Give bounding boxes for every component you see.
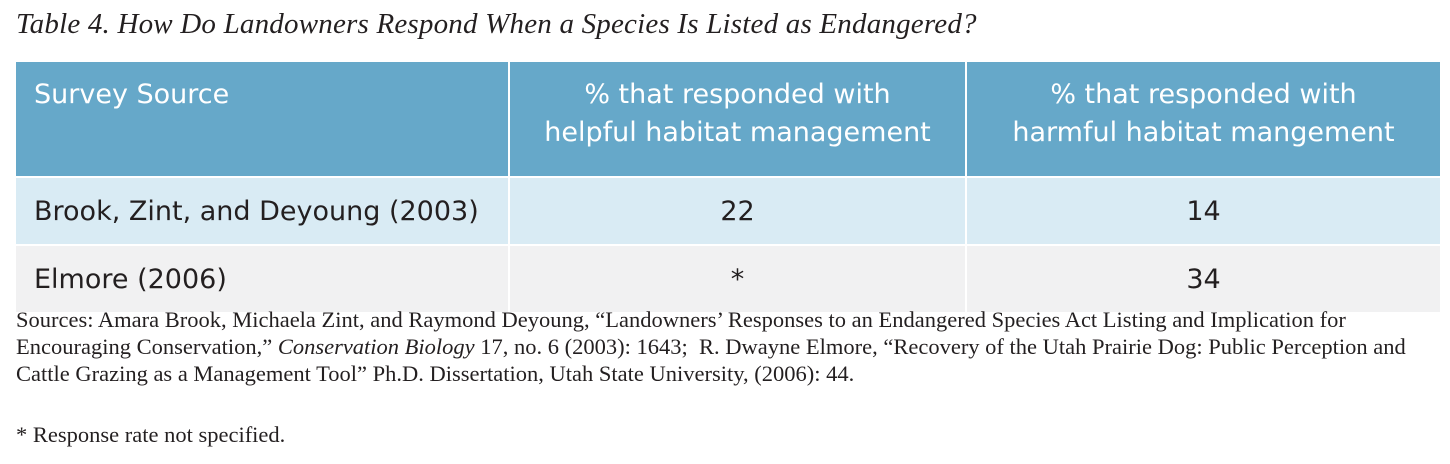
header-survey-source: Survey Source <box>16 62 510 177</box>
cell-harmful-percent: 14 <box>966 176 1440 245</box>
survey-table: Survey Source % that responded with help… <box>16 62 1440 312</box>
header-harmful-line-2: harmful habitat mangement <box>1012 117 1395 148</box>
header-survey-source-line-1: Survey Source <box>34 79 230 110</box>
table-row: Elmore (2006) * 34 <box>16 244 1440 312</box>
cell-helpful-percent: 22 <box>509 176 967 245</box>
cell-helpful-percent: * <box>509 244 967 312</box>
header-harmful-management: % that responded with harmful habitat ma… <box>966 62 1440 177</box>
table-row: Brook, Zint, and Deyoung (2003) 22 14 <box>16 176 1440 245</box>
header-harmful-line-1: % that responded with <box>1050 79 1357 110</box>
sources-journal-title: Conservation Biology <box>277 334 475 359</box>
sources-text-part-2: 17, no. 6 (2003): 1643; R. Dwayne Elmore… <box>16 334 1406 386</box>
cell-survey-source: Brook, Zint, and Deyoung (2003) <box>16 176 510 245</box>
cell-harmful-percent: 34 <box>966 244 1440 312</box>
footnote: * Response rate not specified. <box>16 422 286 447</box>
sources-text-part-1: Sources: Amara Brook, Michaela Zint, and… <box>16 307 1346 359</box>
sources-note: Sources: Amara Brook, Michaela Zint, and… <box>16 306 1440 387</box>
header-helpful-line-2: helpful habitat management <box>544 117 931 148</box>
table-caption: Table 4. How Do Landowners Respond When … <box>16 8 977 40</box>
header-helpful-line-1: % that responded with <box>584 79 891 110</box>
cell-survey-source: Elmore (2006) <box>16 244 510 312</box>
table-header-row: Survey Source % that responded with help… <box>16 62 1440 177</box>
header-helpful-management: % that responded with helpful habitat ma… <box>509 62 967 177</box>
